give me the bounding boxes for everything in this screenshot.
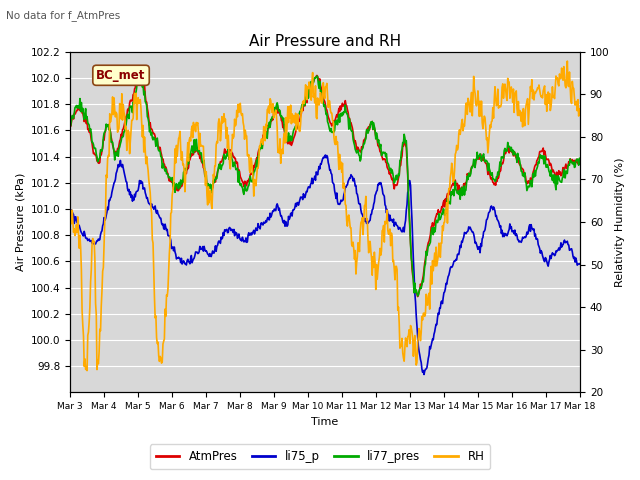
li77_pres (576, 156, 584, 162)
AtmPres (180, 171, 188, 177)
AtmPres (137, 64, 145, 70)
RH (207, 201, 215, 206)
li77_pres (403, 138, 410, 144)
li75_p (207, 253, 214, 259)
li75_p (420, 372, 428, 377)
Text: BC_met: BC_met (97, 69, 146, 82)
AtmPres (76, 107, 83, 113)
RH (129, 117, 136, 123)
li77_pres (66, 123, 74, 129)
li77_pres (414, 293, 422, 299)
Line: li77_pres: li77_pres (70, 73, 580, 296)
Text: No data for f_AtmPres: No data for f_AtmPres (6, 10, 121, 21)
AtmPres (66, 124, 74, 130)
RH (66, 218, 74, 224)
AtmPres (128, 98, 136, 104)
RH (83, 368, 91, 373)
li77_pres (207, 184, 215, 190)
AtmPres (576, 161, 584, 167)
li77_pres (388, 170, 396, 176)
AtmPres (207, 184, 215, 190)
Legend: AtmPres, li75_p, li77_pres, RH: AtmPres, li75_p, li77_pres, RH (150, 444, 490, 469)
li75_p (66, 206, 74, 212)
Y-axis label: Air Pressure (kPa): Air Pressure (kPa) (15, 173, 25, 271)
RH (576, 106, 584, 112)
li75_p (180, 258, 188, 264)
Line: AtmPres: AtmPres (70, 67, 580, 297)
li75_p (128, 192, 136, 198)
Title: Air Pressure and RH: Air Pressure and RH (249, 34, 401, 49)
RH (180, 169, 188, 175)
X-axis label: Time: Time (312, 417, 339, 427)
li75_p (388, 216, 396, 222)
li77_pres (128, 106, 136, 111)
RH (403, 338, 410, 344)
Line: li75_p: li75_p (70, 155, 580, 374)
li77_pres (135, 70, 143, 76)
RH (563, 58, 571, 64)
li77_pres (180, 168, 188, 174)
Y-axis label: Relativity Humidity (%): Relativity Humidity (%) (615, 157, 625, 287)
li75_p (576, 262, 584, 267)
AtmPres (403, 144, 410, 150)
RH (388, 230, 396, 236)
AtmPres (414, 294, 422, 300)
li75_p (403, 207, 410, 213)
li75_p (321, 152, 329, 158)
AtmPres (388, 175, 396, 181)
RH (76, 245, 83, 251)
li75_p (76, 223, 83, 228)
Line: RH: RH (70, 61, 580, 371)
li77_pres (76, 106, 83, 111)
